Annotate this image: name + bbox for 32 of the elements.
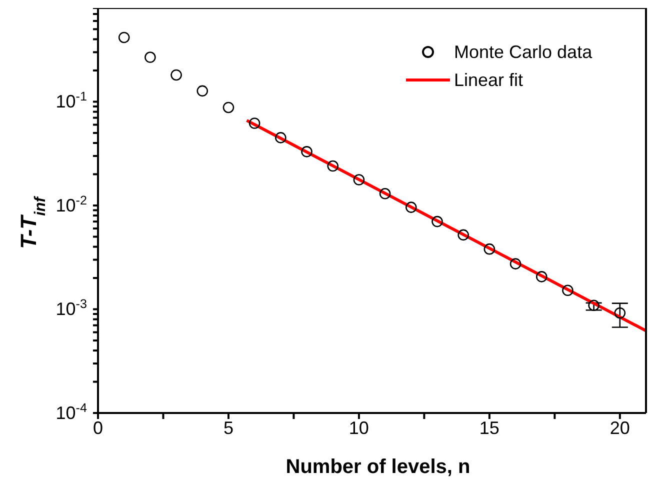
- point: [118, 32, 130, 44]
- point: [405, 202, 417, 213]
- point: [222, 102, 234, 114]
- y-tick-label: 10$^{-1}$: [56, 90, 87, 112]
- x-tick-label: 20: [610, 418, 630, 438]
- x-tick-label: 5: [223, 418, 234, 438]
- point: [144, 52, 156, 63]
- y-tick-label: 10$^{-3}$: [56, 297, 87, 320]
- x-tick-label: 0: [92, 418, 104, 438]
- legend-label: Monte Carlo data: [454, 41, 592, 64]
- point: [353, 174, 365, 186]
- point: [379, 188, 391, 200]
- point: [614, 307, 626, 319]
- point: [327, 160, 339, 172]
- point: [170, 69, 182, 81]
- x-axis-title: Number of levels, n: [284, 456, 472, 479]
- point: [196, 85, 208, 97]
- point: [562, 284, 574, 296]
- point: [484, 243, 496, 255]
- y-tick-label: 10$^{-4}$: [56, 401, 87, 423]
- legend-label: Linear fit: [454, 69, 524, 92]
- point: [248, 118, 260, 129]
- point: [432, 216, 443, 228]
- x-tick-label: 15: [479, 418, 500, 438]
- point: [536, 271, 548, 282]
- x-tick-label: 10: [348, 418, 369, 438]
- point: [275, 132, 286, 144]
- point: [588, 300, 600, 312]
- point: [301, 146, 312, 158]
- point: [510, 258, 522, 270]
- y-tick-label: 10$^{-2}$: [56, 193, 87, 216]
- point: [458, 229, 469, 241]
